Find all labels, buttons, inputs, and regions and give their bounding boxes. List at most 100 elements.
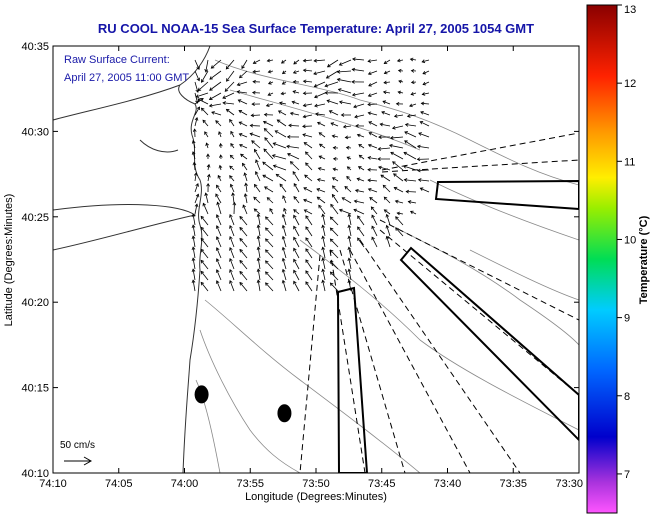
current-vector — [389, 144, 404, 149]
current-vector — [273, 165, 287, 171]
current-vector-head — [403, 151, 408, 156]
current-vector — [303, 114, 313, 118]
current-vector-head — [215, 247, 220, 251]
current-vector — [288, 124, 300, 127]
current-vector — [386, 214, 391, 226]
current-vector-head — [346, 156, 351, 160]
current-vector-head — [313, 71, 317, 76]
current-vector — [368, 59, 378, 62]
current-vector-head — [302, 58, 307, 63]
current-vector — [226, 109, 235, 116]
current-vector — [202, 203, 209, 215]
current-vector — [345, 136, 352, 138]
current-vector-head — [265, 249, 269, 253]
current-vector-head — [353, 104, 357, 109]
current-vector-head — [195, 100, 199, 104]
current-vector-head — [293, 247, 297, 252]
current-vector — [354, 114, 365, 118]
current-vector-head — [206, 182, 210, 187]
current-vector-head — [255, 159, 259, 163]
current-vector — [240, 153, 248, 160]
current-vector — [229, 269, 235, 281]
current-vector — [287, 153, 300, 160]
current-vector — [368, 179, 378, 182]
current-vector-head — [409, 210, 414, 215]
current-vector-head — [396, 58, 401, 63]
current-vector-head — [353, 208, 358, 213]
current-vector — [422, 92, 430, 95]
current-vector — [194, 92, 198, 104]
current-vector — [192, 258, 196, 270]
current-vector — [339, 209, 352, 215]
current-vector-head — [218, 131, 222, 135]
current-vector-head — [355, 124, 359, 128]
current-vector-head — [239, 281, 243, 286]
current-vector-head — [326, 63, 331, 68]
current-vector-head — [302, 133, 306, 137]
current-vector — [229, 280, 235, 292]
current-vector — [257, 214, 261, 226]
current-vector-head — [281, 224, 286, 229]
current-vector — [264, 137, 274, 149]
current-vector — [418, 132, 430, 138]
current-vector-head — [280, 91, 285, 96]
current-vector-head — [379, 122, 384, 127]
current-vector-head — [239, 226, 243, 231]
current-vector-head — [229, 214, 233, 218]
current-vector — [216, 214, 222, 226]
current-vector — [322, 214, 326, 226]
current-vector-head — [281, 257, 286, 262]
current-vector — [293, 90, 300, 94]
current-vector-head — [421, 92, 426, 96]
current-vector — [386, 225, 391, 237]
current-vector-head — [321, 213, 325, 218]
current-vector-head — [409, 103, 413, 108]
current-vector-head — [282, 195, 286, 199]
current-vector — [239, 260, 248, 270]
x-axis-ticks: 74:10 74:05 74:00 73:55 73:50 73:45 73:40 73:35… — [39, 46, 583, 490]
current-vector-head — [196, 106, 201, 111]
current-vector — [193, 162, 196, 171]
current-vector-head — [192, 161, 197, 166]
current-vector — [217, 175, 222, 182]
current-vector-head — [200, 259, 205, 264]
current-vector-head — [417, 168, 421, 173]
current-vector-head — [266, 58, 271, 63]
current-vector — [332, 185, 339, 193]
current-vector — [192, 214, 196, 226]
current-vector-head — [262, 161, 266, 166]
current-vector-head — [209, 76, 213, 80]
current-vector — [390, 152, 404, 160]
current-vector-head — [385, 213, 390, 218]
current-vector-head — [395, 102, 400, 106]
current-vector-head — [254, 171, 259, 175]
current-vector-head — [398, 79, 402, 84]
current-vector-head — [371, 214, 375, 219]
scale-label: 50 cm/s — [60, 440, 95, 451]
current-vector — [257, 269, 261, 281]
current-vector-head — [367, 167, 371, 172]
current-vector — [194, 172, 197, 182]
current-vector-head — [244, 182, 248, 187]
current-vector-head — [390, 151, 394, 156]
current-vector-head — [382, 100, 387, 104]
current-vector — [329, 110, 339, 116]
current-vector-head — [215, 236, 220, 240]
current-vector-head — [218, 142, 223, 147]
current-vector-head — [340, 113, 345, 117]
y-tick-label: 40:25 — [21, 212, 49, 224]
colorbar-tick-label: 13 — [624, 4, 636, 16]
current-vector — [352, 92, 365, 96]
current-vector-head — [393, 114, 398, 118]
current-vector — [316, 188, 326, 193]
current-vector — [293, 59, 300, 65]
current-vector — [337, 70, 352, 73]
current-vector-head — [265, 238, 269, 242]
current-vector-head — [239, 143, 243, 148]
current-vector — [290, 161, 300, 171]
current-vector — [250, 133, 261, 138]
current-vector — [371, 214, 378, 226]
current-vector — [368, 81, 378, 87]
current-vector-head — [200, 281, 205, 286]
